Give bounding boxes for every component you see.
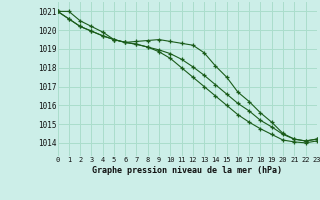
X-axis label: Graphe pression niveau de la mer (hPa): Graphe pression niveau de la mer (hPa) <box>92 166 282 175</box>
